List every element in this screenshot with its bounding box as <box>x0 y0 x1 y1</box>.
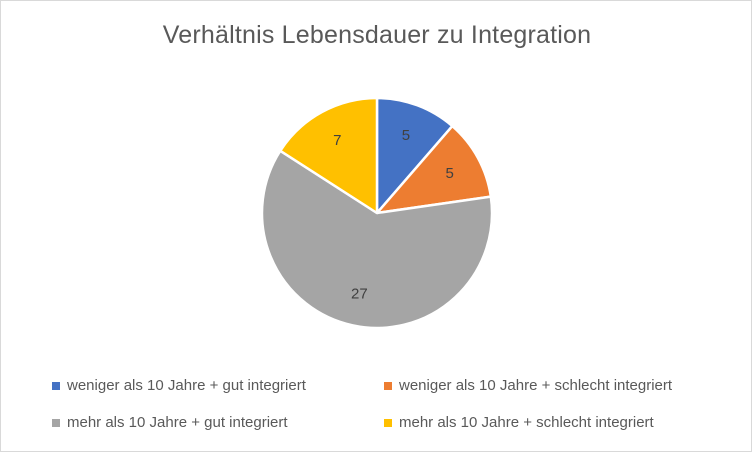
legend-item-mehr-schlecht: mehr als 10 Jahre + schlecht integriert <box>384 414 654 431</box>
pie-slice-weniger-gut <box>375 96 454 215</box>
legend-swatch-mehr-gut <box>52 418 60 427</box>
legend-label: weniger als 10 Jahre + schlecht integrie… <box>399 377 673 394</box>
legend-label: weniger als 10 Jahre + gut integriert <box>67 377 306 394</box>
data-label-weniger-gut: 5 <box>402 127 410 144</box>
pie-slice-mehr-gut <box>260 149 494 330</box>
pie-slice-mehr-schlecht <box>279 96 379 215</box>
legend-swatch-mehr-schlecht <box>384 418 392 427</box>
legend-swatch-weniger-gut <box>52 381 60 390</box>
chart-title: Verhältnis Lebensdauer zu Integration <box>162 21 592 49</box>
legend-swatch-weniger-schlecht <box>384 381 392 390</box>
legend-label: mehr als 10 Jahre + schlecht integriert <box>399 414 654 431</box>
legend-item-weniger-schlecht: weniger als 10 Jahre + schlecht integrie… <box>384 377 672 394</box>
legend-item-weniger-gut: weniger als 10 Jahre + gut integriert <box>52 377 306 394</box>
legend-item-mehr-gut: mehr als 10 Jahre + gut integriert <box>52 414 288 431</box>
data-label-mehr-gut: 27 <box>351 285 368 302</box>
data-label-mehr-schlecht: 7 <box>333 132 341 149</box>
legend-label: mehr als 10 Jahre + gut integriert <box>67 414 288 431</box>
pie-slice-weniger-schlecht <box>375 124 493 215</box>
data-label-weniger-schlecht: 5 <box>445 165 453 182</box>
